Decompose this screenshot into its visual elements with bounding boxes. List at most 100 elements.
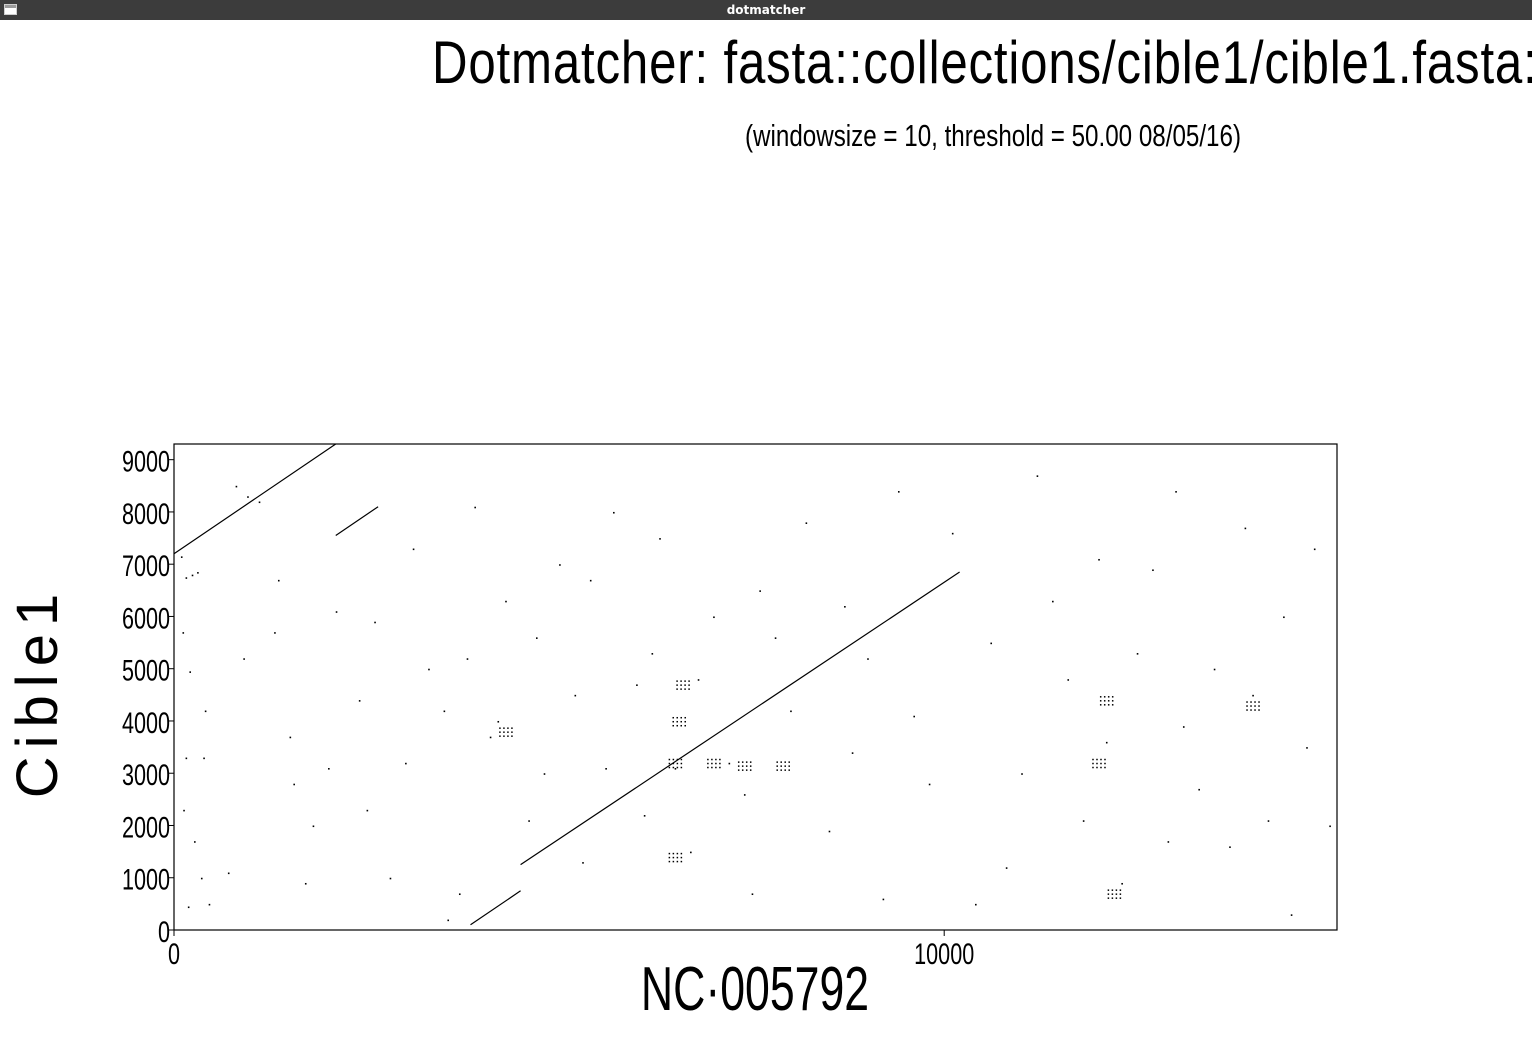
match-dot <box>636 684 638 686</box>
window-title: dotmatcher <box>726 3 806 17</box>
match-dot <box>247 496 249 498</box>
match-dot-cluster <box>499 727 513 737</box>
match-dot <box>975 903 977 906</box>
match-dot <box>443 710 446 713</box>
match-dot <box>707 762 709 765</box>
match-dot <box>668 758 671 761</box>
match-dot <box>1104 762 1106 765</box>
match-dot <box>668 762 671 765</box>
match-dot <box>745 769 748 771</box>
match-dot <box>1290 914 1293 916</box>
match-dot <box>672 852 675 855</box>
match-dot <box>235 485 238 488</box>
match-dot-cluster <box>668 852 683 863</box>
match-dot <box>672 724 674 727</box>
match-dot <box>474 506 476 509</box>
match-dot <box>1254 701 1256 703</box>
match-dot <box>741 761 744 763</box>
match-dot <box>499 727 501 729</box>
match-dot <box>335 611 338 613</box>
match-dot <box>737 761 740 763</box>
match-dot <box>274 632 276 634</box>
match-dot <box>680 716 682 719</box>
match-dot <box>676 684 678 686</box>
match-dot <box>1121 882 1123 885</box>
match-dot <box>659 538 661 540</box>
match-dot <box>204 710 207 713</box>
match-dot <box>728 762 731 765</box>
match-dot <box>672 758 675 761</box>
match-dot <box>1306 747 1308 749</box>
match-dot <box>749 769 752 771</box>
match-dot <box>1258 701 1260 703</box>
match-dot <box>759 590 761 592</box>
match-dot <box>676 758 679 761</box>
window-titlebar[interactable]: dotmatcher <box>0 0 1532 20</box>
match-dot <box>1082 820 1085 822</box>
match-dot <box>389 877 392 880</box>
match-dot <box>676 852 679 855</box>
match-dot <box>674 768 677 770</box>
match-dot <box>304 882 307 885</box>
match-dot <box>1283 616 1285 619</box>
match-dot <box>1136 653 1139 655</box>
match-dot <box>643 815 646 817</box>
match-dot <box>774 637 777 639</box>
match-dot <box>676 680 678 682</box>
match-dot <box>990 642 993 645</box>
match-dot-cluster <box>672 716 686 727</box>
match-dot <box>672 720 674 723</box>
match-dot <box>749 761 752 763</box>
y-tick-label: 0 <box>158 914 170 948</box>
match-dot <box>707 766 709 769</box>
match-dot <box>1067 679 1070 681</box>
match-dot-cluster <box>1092 758 1106 769</box>
match-dot <box>1107 700 1110 702</box>
match-dot <box>1096 762 1098 765</box>
match-line <box>520 571 960 866</box>
match-dot <box>277 579 280 582</box>
match-dot <box>1229 846 1231 848</box>
window-menu-icon[interactable] <box>4 4 17 15</box>
match-dot <box>258 501 261 504</box>
match-dot <box>511 731 513 733</box>
y-axis: 0 1000 2000 3000 4000 5000 6000 7000 8000 9000 <box>122 444 174 949</box>
match-dot <box>1103 704 1106 706</box>
match-dot <box>928 783 931 786</box>
match-dot <box>805 522 808 524</box>
match-dot <box>788 769 790 771</box>
match-dot <box>737 769 740 771</box>
match-dot <box>511 735 513 737</box>
match-dot <box>851 752 854 754</box>
match-dot <box>293 783 295 786</box>
match-dot <box>505 600 507 603</box>
match-dot <box>1198 788 1200 791</box>
x-axis: 0 10000 <box>168 930 974 971</box>
match-dot <box>1104 766 1106 769</box>
match-dot <box>828 830 831 833</box>
match-dot <box>780 765 782 767</box>
match-dot <box>745 765 748 767</box>
match-dot <box>183 809 185 812</box>
match-dot <box>1115 897 1118 899</box>
match-dot <box>1254 705 1256 707</box>
match-dot <box>676 716 678 719</box>
match-dot <box>180 556 183 558</box>
match-dot <box>1313 548 1316 551</box>
match-dot <box>680 852 683 855</box>
match-dot <box>1167 841 1170 843</box>
match-dot <box>1254 709 1256 711</box>
y-tick-label: 6000 <box>122 601 170 635</box>
plot-title: Dotmatcher: fasta::collections/cible1/ci… <box>432 29 1532 96</box>
match-dot <box>780 769 782 771</box>
match-dot <box>187 906 190 909</box>
match-dot <box>882 898 885 901</box>
match-dot <box>844 606 846 608</box>
match-line <box>335 506 379 536</box>
match-dot <box>507 731 509 733</box>
match-dot <box>684 724 686 727</box>
match-dot <box>743 794 746 796</box>
match-dot <box>680 762 683 765</box>
match-dot <box>1250 705 1252 707</box>
match-dot <box>684 716 686 719</box>
